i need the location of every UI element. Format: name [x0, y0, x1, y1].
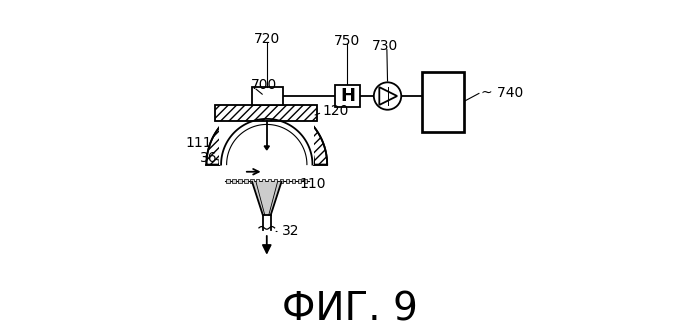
Bar — [304, 179, 307, 183]
Bar — [250, 179, 253, 183]
Bar — [220, 121, 314, 165]
Polygon shape — [264, 146, 270, 150]
Text: 32: 32 — [281, 224, 299, 238]
Text: 730: 730 — [372, 39, 398, 53]
Text: H: H — [340, 87, 355, 105]
Bar — [232, 179, 236, 183]
Polygon shape — [220, 117, 314, 165]
Bar — [262, 179, 265, 183]
Bar — [422, 71, 464, 132]
Bar — [292, 179, 295, 183]
Bar — [238, 179, 242, 183]
Bar — [215, 105, 317, 121]
Text: ФИГ. 9: ФИГ. 9 — [282, 291, 418, 329]
Text: 750: 750 — [335, 33, 360, 47]
Bar — [335, 85, 360, 108]
Bar — [244, 179, 248, 183]
Text: 700: 700 — [251, 77, 276, 92]
Circle shape — [374, 82, 401, 110]
Polygon shape — [252, 182, 281, 215]
Bar — [298, 179, 301, 183]
Bar — [226, 179, 230, 183]
Polygon shape — [379, 87, 397, 105]
Bar — [215, 105, 317, 121]
Text: 111: 111 — [186, 136, 213, 150]
Bar — [286, 179, 289, 183]
Text: ~ 740: ~ 740 — [480, 86, 523, 100]
Text: 36: 36 — [200, 151, 218, 165]
Text: 720: 720 — [253, 32, 280, 46]
Bar — [252, 87, 283, 105]
Text: 110: 110 — [300, 177, 326, 191]
Bar — [256, 179, 260, 183]
Polygon shape — [206, 104, 327, 165]
Text: 120: 120 — [322, 104, 349, 118]
Bar — [280, 179, 284, 183]
Bar — [274, 179, 277, 183]
Bar — [268, 179, 272, 183]
